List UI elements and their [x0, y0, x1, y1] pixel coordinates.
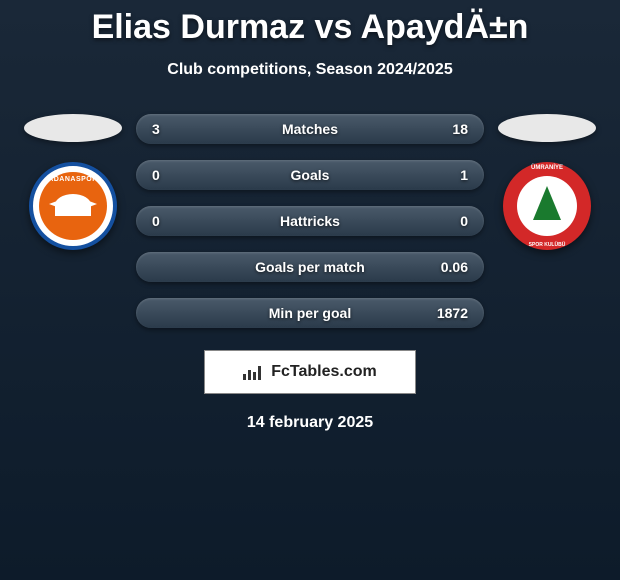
- right-column: ÜMRANİYE SPOR KULÜBÜ: [492, 114, 602, 250]
- badge-right-inner: [517, 176, 577, 236]
- stat-right-value: 1: [428, 167, 468, 183]
- stat-label: Goals per match: [192, 259, 428, 275]
- player-placeholder-right: [498, 114, 596, 142]
- badge-left-label: ADANASPOR: [39, 176, 107, 183]
- stats-panel: 3 Matches 18 0 Goals 1 0 Hattricks 0 Goa…: [136, 114, 484, 344]
- club-badge-right: ÜMRANİYE SPOR KULÜBÜ: [503, 162, 591, 250]
- stat-left-value: 3: [152, 121, 192, 137]
- stat-row-goals-per-match: Goals per match 0.06: [136, 252, 484, 282]
- badge-right-label-top: ÜMRANİYE: [503, 165, 591, 171]
- badge-right-label-bottom: SPOR KULÜBÜ: [503, 242, 591, 248]
- eagle-icon: [55, 194, 91, 216]
- badge-left-inner: ADANASPOR: [39, 172, 107, 240]
- page-title: Elias Durmaz vs ApaydÄ±n: [0, 0, 620, 47]
- stat-right-value: 1872: [428, 305, 468, 321]
- stat-label: Min per goal: [192, 305, 428, 321]
- stat-right-value: 0: [428, 213, 468, 229]
- brand-box[interactable]: FcTables.com: [204, 350, 416, 394]
- player-placeholder-left: [24, 114, 122, 142]
- date-label: 14 february 2025: [0, 414, 620, 432]
- stat-row-min-per-goal: Min per goal 1872: [136, 298, 484, 328]
- stat-left-value: 0: [152, 213, 192, 229]
- stat-row-hattricks: 0 Hattricks 0: [136, 206, 484, 236]
- stat-left-value: 0: [152, 167, 192, 183]
- left-column: ADANASPOR: [18, 114, 128, 250]
- main-content: ADANASPOR 3 Matches 18 0 Goals 1 0 Hattr…: [0, 114, 620, 344]
- tree-icon: [533, 186, 561, 220]
- stat-label: Hattricks: [192, 213, 428, 229]
- brand-text: FcTables.com: [271, 363, 377, 381]
- stat-label: Goals: [192, 167, 428, 183]
- page-subtitle: Club competitions, Season 2024/2025: [0, 61, 620, 79]
- bar-chart-icon: [243, 364, 265, 380]
- club-badge-left: ADANASPOR: [29, 162, 117, 250]
- stat-right-value: 18: [428, 121, 468, 137]
- stat-row-matches: 3 Matches 18: [136, 114, 484, 144]
- stat-right-value: 0.06: [428, 259, 468, 275]
- stat-label: Matches: [192, 121, 428, 137]
- stat-row-goals: 0 Goals 1: [136, 160, 484, 190]
